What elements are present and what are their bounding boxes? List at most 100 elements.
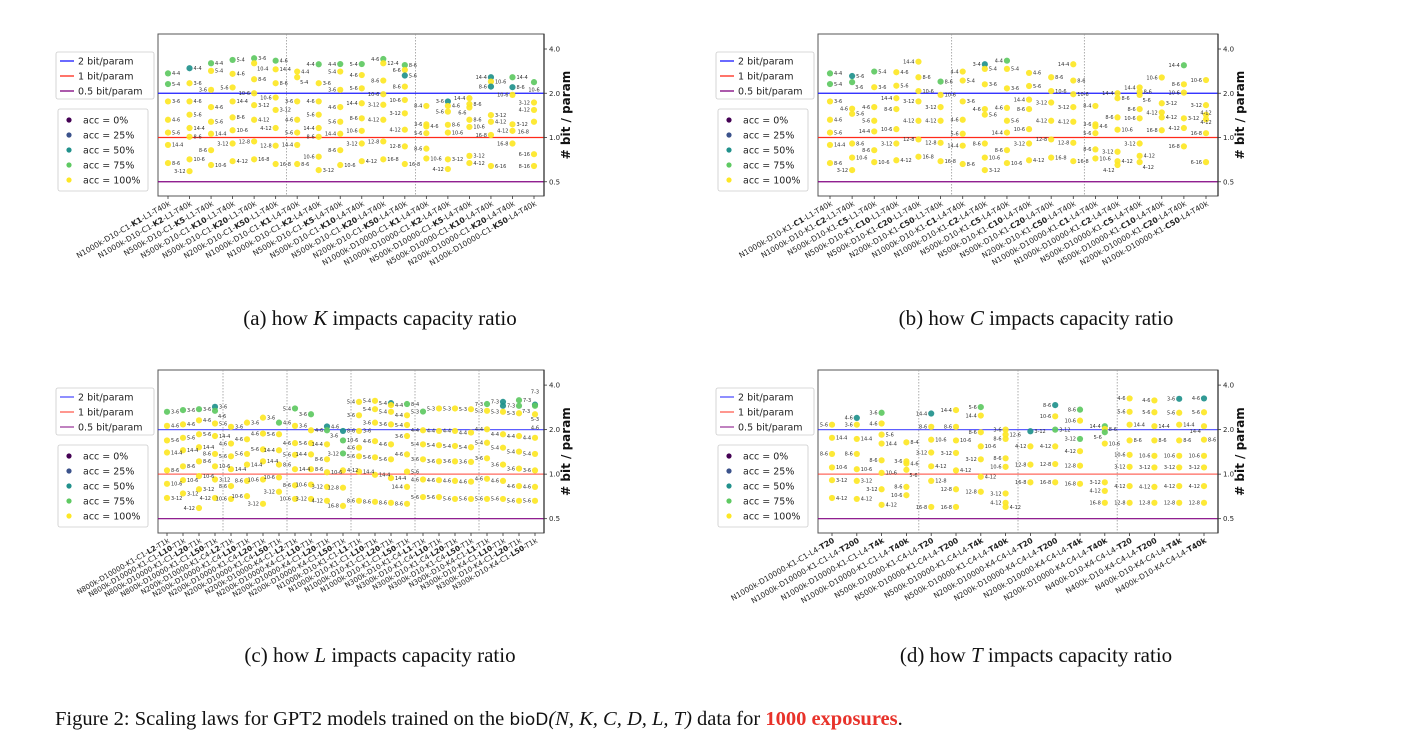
data-point	[211, 432, 219, 440]
data-point-label: 3-12	[941, 451, 952, 457]
data-point-label: 5-3	[443, 406, 451, 412]
data-point-label: 7-3	[523, 398, 531, 404]
data-point-label: 4-4	[459, 430, 467, 436]
data-point-label: 4-6	[491, 479, 499, 485]
data-point	[853, 466, 860, 473]
data-point	[315, 80, 322, 87]
data-point	[419, 456, 427, 463]
data-point	[163, 449, 171, 456]
data-point-label: 5-6	[219, 454, 227, 460]
legend-label: 2 bit/param	[738, 393, 794, 404]
data-point	[928, 423, 935, 430]
data-point	[530, 151, 538, 158]
data-point	[1180, 89, 1187, 96]
data-point	[339, 467, 347, 474]
data-point-label: 10-6	[497, 93, 508, 99]
data-point	[339, 437, 347, 444]
data-point	[227, 423, 235, 430]
data-point-label: 4-6	[328, 105, 336, 111]
data-point-label: 8-6	[516, 85, 524, 91]
data-point	[307, 495, 315, 503]
data-point	[358, 140, 365, 147]
data-point	[1180, 62, 1187, 69]
data-point-label: 3-6	[459, 460, 467, 466]
data-point-label: 8-6	[235, 479, 243, 485]
data-point	[959, 160, 966, 168]
legend-box	[55, 387, 155, 436]
data-point	[828, 434, 836, 441]
data-point	[164, 80, 172, 88]
data-point	[1025, 140, 1033, 147]
data-point	[380, 156, 387, 163]
data-point-label: 4-6	[237, 72, 245, 78]
data-point	[164, 129, 172, 136]
data-point	[1158, 100, 1165, 107]
legend-reference-lines: 2 bit/param 1 bit/param 0.5 bit/param	[715, 51, 815, 100]
legend-label: 0.5 bit/param	[738, 423, 803, 434]
data-point-label: 4-6	[951, 118, 959, 124]
data-point-label: 4-12	[1146, 110, 1157, 116]
data-point-label: 4-12	[903, 119, 914, 125]
data-point	[515, 432, 523, 440]
data-point	[952, 486, 960, 493]
data-point-label: 5-4	[967, 78, 975, 84]
data-point	[163, 408, 171, 415]
data-point	[826, 141, 834, 149]
data-point-label: 4-12	[1166, 115, 1177, 121]
data-point	[371, 397, 379, 404]
data-point	[275, 447, 283, 454]
data-point-label: 3-12	[296, 497, 307, 503]
data-point	[387, 441, 395, 448]
data-point-label: 10-6	[1011, 161, 1022, 167]
data-point	[1101, 479, 1108, 486]
data-point-label: 3-12	[516, 122, 527, 128]
legend-label: 1 bit/param	[738, 408, 794, 419]
data-point	[272, 142, 279, 149]
data-point	[229, 56, 236, 64]
caption-middle: data for	[691, 708, 766, 730]
data-point	[1048, 136, 1055, 143]
data-point-label: 5-6	[220, 85, 228, 91]
data-point	[937, 104, 944, 111]
data-point	[1114, 126, 1121, 133]
data-point-label: 4-12	[960, 468, 971, 474]
data-point-label: 3-12	[1089, 480, 1100, 486]
data-point	[380, 91, 387, 98]
data-point	[401, 66, 408, 74]
data-point	[878, 440, 885, 447]
data-point	[294, 68, 301, 75]
data-point	[294, 74, 301, 81]
data-point-label: 12-8	[941, 487, 952, 493]
data-point	[981, 106, 988, 113]
data-point-label: 10-6	[1146, 75, 1157, 81]
data-point-label: 16-8	[387, 157, 398, 163]
data-point	[928, 449, 935, 456]
subplot-a: 0.51.02.04.0# bit / paramN1000k-D10-C1-K…	[55, 33, 573, 268]
data-point	[466, 123, 473, 131]
data-point	[307, 466, 315, 473]
data-point	[179, 463, 187, 470]
data-point	[959, 142, 966, 149]
data-point-label: 5-3	[491, 410, 499, 416]
data-point	[355, 412, 363, 419]
data-point-label: 3-6	[395, 434, 403, 440]
data-point	[1003, 104, 1011, 112]
data-point-label: 8-6	[945, 79, 953, 85]
data-point	[853, 435, 860, 443]
data-point	[337, 130, 344, 137]
data-point-label: 3-12	[1188, 116, 1199, 122]
data-point-label: 3-6	[251, 420, 259, 426]
data-point	[401, 110, 408, 117]
data-point-label: 10-6	[389, 98, 400, 104]
subcaption-c-prefix: (c) how	[244, 643, 315, 667]
data-point	[952, 467, 960, 474]
data-point	[959, 130, 966, 137]
legend-label: acc = 75%	[743, 497, 794, 508]
data-point-label: 5-6	[436, 109, 444, 115]
data-point-label: 6-6	[393, 68, 401, 74]
data-point-label: 12-8	[328, 485, 339, 491]
data-point	[1076, 462, 1084, 469]
data-point-label: 14-4	[834, 143, 845, 149]
data-point-label: 5-6	[900, 84, 908, 90]
legend-marker	[726, 513, 732, 519]
